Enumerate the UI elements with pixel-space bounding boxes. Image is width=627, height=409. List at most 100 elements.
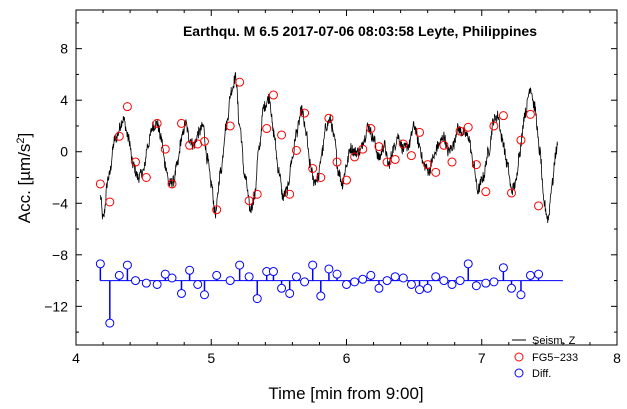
fg5-point: [176, 118, 186, 128]
diff-point: [342, 279, 351, 289]
diff-point: [366, 270, 376, 280]
diff-point: [324, 264, 334, 274]
series-diff: [95, 259, 563, 328]
diff-point: [332, 269, 342, 279]
fg5-point: [382, 157, 392, 167]
diff-point: [374, 283, 384, 293]
fg5-point: [350, 152, 360, 162]
diff-point: [481, 278, 491, 288]
fg5-point: [489, 121, 499, 131]
diff-point: [176, 288, 186, 298]
series-fg5: [95, 77, 544, 215]
fg5-point: [481, 187, 491, 197]
fg5-point: [358, 144, 368, 154]
fg5-point: [300, 108, 310, 118]
diff-point: [185, 265, 195, 275]
series-seism: [99, 72, 558, 224]
fg5-point: [316, 173, 326, 182]
diff-point: [398, 273, 408, 283]
legend-swatch-diff: [514, 368, 524, 378]
diff-point: [300, 277, 310, 287]
diff-point: [291, 272, 301, 282]
y-axis-label-tail: ]: [15, 133, 34, 138]
fg5-point: [447, 157, 457, 167]
fg5-point: [507, 188, 517, 198]
fg5-point: [262, 124, 272, 134]
diff-point: [423, 283, 433, 293]
fg5-point: [291, 145, 301, 155]
fg5-point: [277, 130, 287, 140]
legend-label-fg5: FG5−233: [532, 352, 578, 364]
diff-point: [235, 260, 245, 270]
fg5-point: [342, 175, 351, 185]
fg5-point: [498, 111, 508, 121]
fg5-point: [141, 173, 151, 182]
fg5-point: [235, 77, 245, 87]
diff-point: [534, 269, 544, 279]
fg5-point: [374, 142, 384, 152]
y-tick-label: 0: [60, 144, 68, 160]
diff-point: [415, 285, 425, 295]
diff-point: [131, 276, 141, 286]
fg5-point: [406, 151, 416, 161]
diff-point: [525, 270, 535, 280]
fg5-point: [212, 205, 222, 215]
x-tick-label: 6: [343, 350, 351, 366]
legend-swatch-fg5: [514, 352, 524, 362]
y-tick-label: −4: [52, 195, 68, 211]
diff-point: [95, 259, 105, 269]
y-ticks: 8 4 0 −4 −8 −12: [44, 22, 617, 333]
fg5-point: [471, 160, 481, 170]
diff-point: [252, 294, 262, 304]
fg5-point: [199, 136, 209, 146]
diff-point: [268, 267, 278, 277]
x-axis-label: Time [min from 9:00]: [268, 384, 423, 403]
chart-title: Earthqu. M 6.5 2017-07-06 08:03:58 Leyte…: [183, 23, 537, 39]
fg5-point: [114, 131, 124, 141]
diff-point: [193, 279, 203, 289]
fg5-point: [225, 121, 235, 131]
fg5-point: [268, 90, 278, 100]
y-tick-label: −8: [52, 247, 68, 263]
diff-point: [114, 270, 124, 280]
diff-point: [439, 276, 449, 286]
diff-point: [212, 270, 222, 280]
fg5-point: [463, 122, 473, 132]
fg5-point: [122, 102, 132, 112]
fg5-point: [525, 109, 535, 119]
diff-point: [141, 278, 151, 288]
x-tick-label: 8: [613, 350, 621, 366]
diff-point: [447, 279, 457, 289]
y-tick-label: 8: [60, 41, 68, 57]
diff-point: [350, 277, 360, 287]
legend: Seism. Z FG5−233 Diff.: [512, 335, 578, 380]
diff-point: [455, 276, 465, 286]
diff-point: [463, 259, 473, 269]
diff-point: [471, 281, 481, 291]
fg5-point: [95, 179, 105, 189]
diff-point: [406, 279, 416, 289]
fg5-point: [415, 127, 425, 137]
diff-point: [105, 318, 115, 328]
fg5-point: [516, 135, 526, 145]
y-tick-label: −12: [44, 298, 68, 314]
diff-point: [160, 269, 170, 279]
diff-point: [507, 283, 517, 293]
diff-point: [358, 274, 368, 284]
y-axis-label-sup: 2: [15, 137, 27, 143]
diff-point: [516, 290, 526, 300]
x-tick-label: 5: [207, 350, 215, 366]
diff-point: [316, 291, 326, 301]
diff-point: [489, 277, 499, 287]
diff-point: [244, 272, 254, 282]
y-tick-label: 4: [60, 92, 68, 108]
diff-point: [308, 260, 318, 270]
diff-point: [390, 272, 400, 282]
fg5-point: [398, 139, 408, 149]
fg5-point: [439, 140, 449, 150]
fg5-point: [324, 113, 334, 123]
diff-point: [152, 279, 162, 289]
diff-point: [122, 260, 132, 270]
fg5-point: [160, 144, 170, 154]
x-ticks: 4 5 6 7 8: [72, 10, 621, 366]
